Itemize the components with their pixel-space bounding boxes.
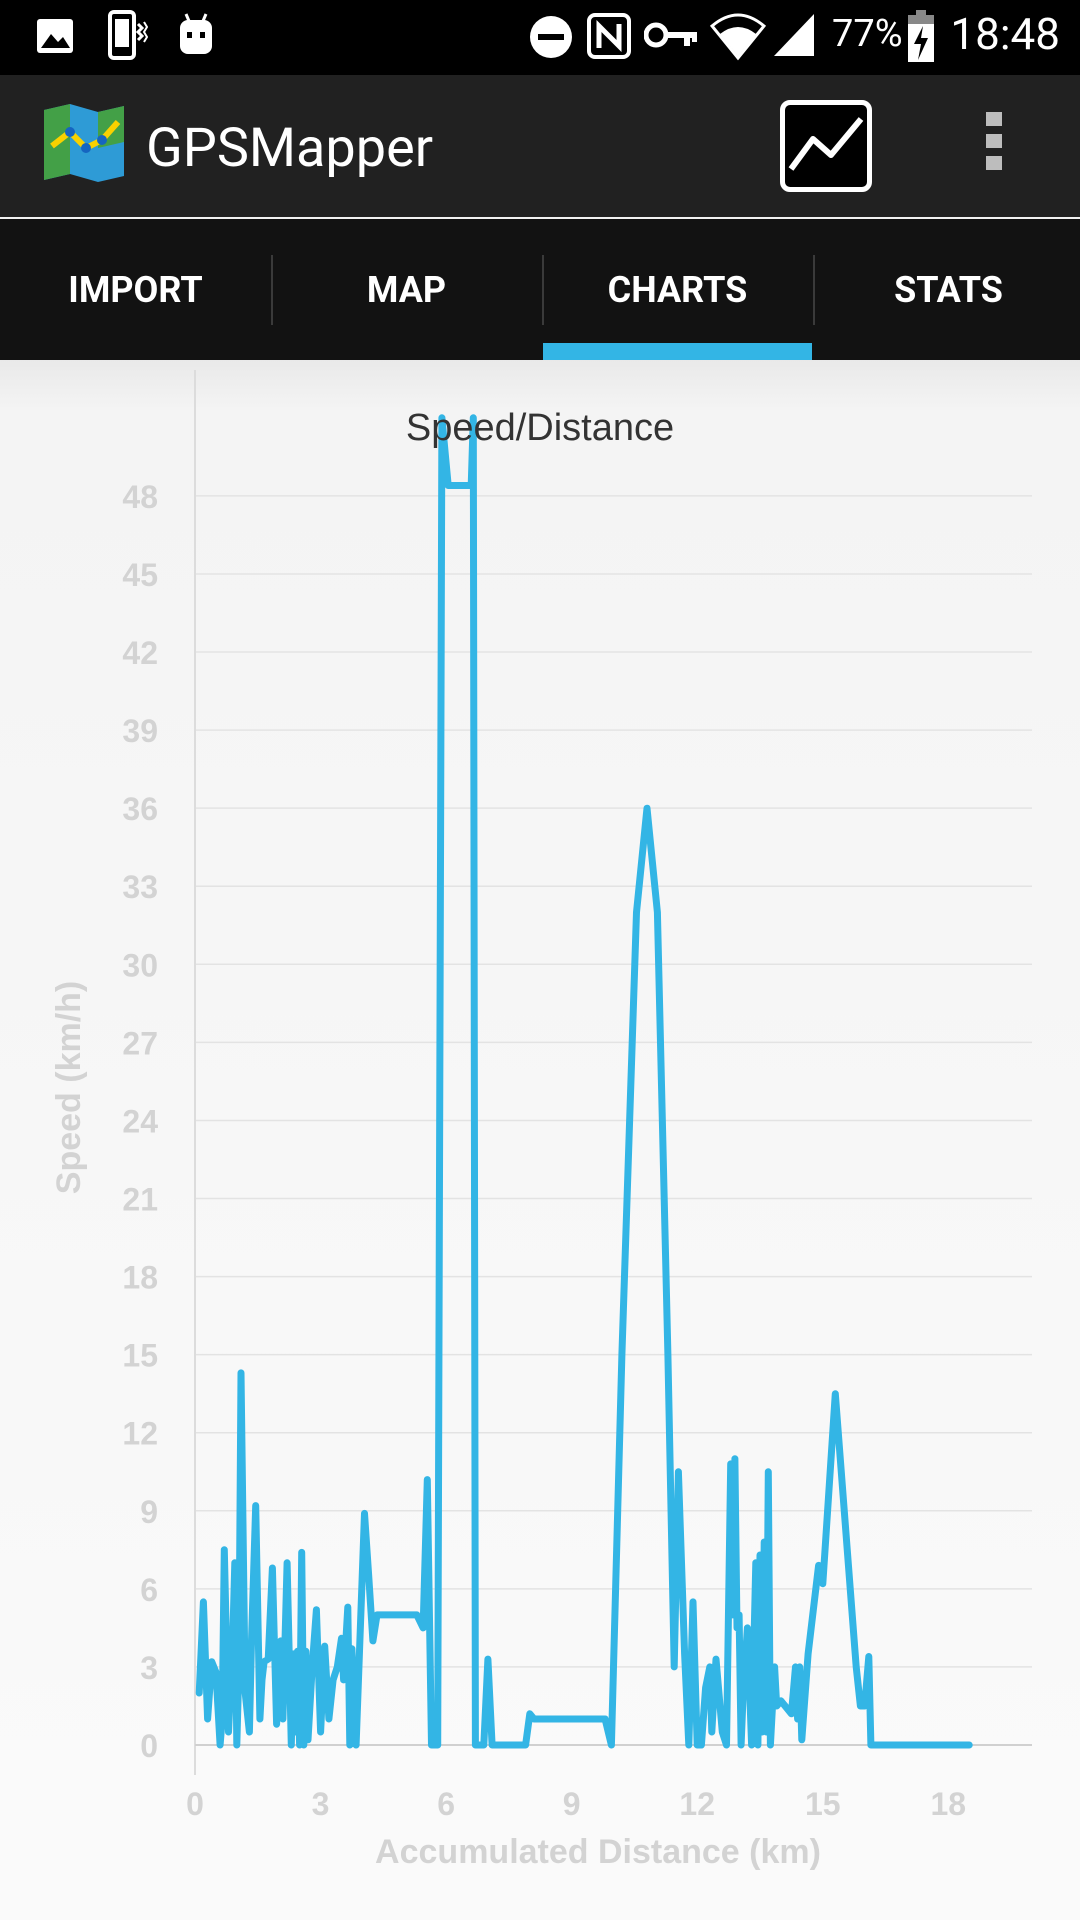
- battery-charging-icon: [908, 10, 934, 62]
- speed-series-line: [195, 414, 973, 1749]
- y-tick-label: 30: [122, 947, 158, 983]
- wifi-icon: [710, 13, 766, 61]
- app-title: GPSMapper: [146, 117, 434, 180]
- selected-tab-indicator: [543, 343, 812, 360]
- line-chart-icon: [788, 117, 864, 171]
- battery-percent: 77%: [832, 12, 903, 56]
- status-bar: 77% 18:48: [0, 0, 1080, 75]
- y-tick-label: 9: [140, 1494, 158, 1530]
- x-tick-label: 18: [931, 1786, 967, 1822]
- x-axis-title: Accumulated Distance (km): [375, 1833, 821, 1871]
- tab-stats[interactable]: STATS: [894, 268, 1003, 311]
- y-tick-label: 6: [140, 1572, 158, 1608]
- y-tick-label: 24: [122, 1103, 158, 1139]
- y-tick-label: 48: [122, 479, 158, 515]
- app-bar: [0, 75, 1080, 217]
- android-icon: [180, 13, 212, 54]
- y-tick-label: 3: [140, 1650, 158, 1686]
- tab-divider: [542, 255, 544, 325]
- y-tick-label: 45: [122, 557, 158, 593]
- tab-divider: [813, 255, 815, 325]
- tab-bar: IMPORT MAP CHARTS STATS: [0, 219, 1080, 360]
- x-tick-label: 15: [805, 1786, 841, 1822]
- x-tick-label: 6: [437, 1786, 455, 1822]
- tab-map[interactable]: MAP: [366, 268, 447, 311]
- vpn-key-icon: [644, 22, 697, 48]
- signal-icon: [774, 14, 814, 56]
- map-logo-icon[interactable]: [42, 102, 126, 184]
- nfc-icon: [587, 13, 631, 59]
- y-axis-title: Speed (km/h): [50, 981, 88, 1194]
- y-tick-label: 27: [122, 1025, 158, 1061]
- y-tick-label: 36: [122, 791, 158, 827]
- y-tick-label: 18: [122, 1260, 158, 1296]
- y-tick-label: 42: [122, 635, 158, 671]
- y-tick-label: 39: [122, 713, 158, 749]
- chart-area: 0 3 6 9 12 15 18 21 24 27 30 33 36 39 42 45 48 0 3 6 9 12 15 18…: [0, 360, 1080, 1920]
- y-tick-label: 15: [122, 1338, 158, 1374]
- status-time: 18:48: [950, 8, 1060, 60]
- tab-divider: [271, 255, 273, 325]
- phone-vibrate-icon: [108, 10, 148, 60]
- overflow-menu-icon[interactable]: [982, 112, 1006, 176]
- y-tick-label: 12: [122, 1416, 158, 1452]
- y-tick-label: 21: [122, 1182, 158, 1218]
- dnd-icon: [530, 16, 572, 58]
- x-tick-label: 0: [186, 1786, 204, 1822]
- chart-action-button[interactable]: [780, 100, 872, 192]
- x-tick-label: 9: [563, 1786, 581, 1822]
- y-tick-label: 33: [122, 869, 158, 905]
- x-tick-label: 3: [312, 1786, 330, 1822]
- y-tick-label: 0: [140, 1728, 158, 1764]
- tab-charts[interactable]: CHARTS: [607, 268, 748, 311]
- tab-import[interactable]: IMPORT: [68, 268, 203, 311]
- x-tick-label: 12: [679, 1786, 715, 1822]
- image-icon: [37, 19, 73, 53]
- chart-title: Speed/Distance: [406, 407, 674, 449]
